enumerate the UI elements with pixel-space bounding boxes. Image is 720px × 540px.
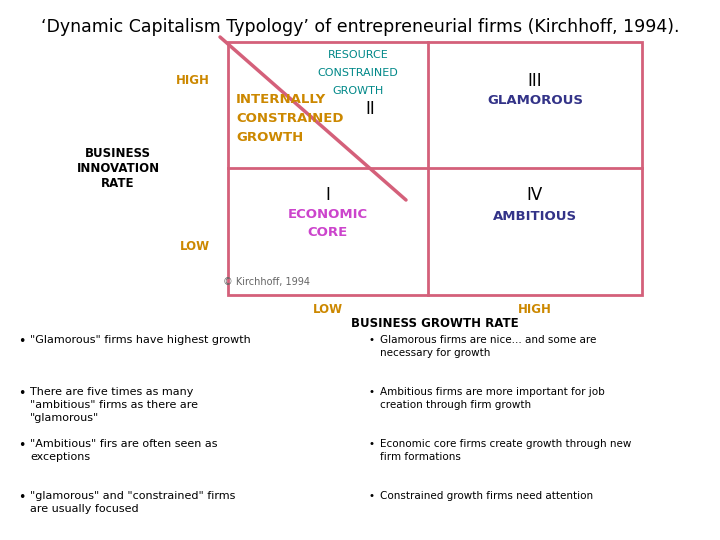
- Text: AMBITIOUS: AMBITIOUS: [493, 210, 577, 223]
- Text: •: •: [18, 387, 25, 400]
- Bar: [228, 42, 642, 295]
- Text: •: •: [368, 439, 374, 449]
- Text: RESOURCE: RESOURCE: [328, 50, 388, 60]
- Text: III: III: [528, 72, 542, 90]
- Text: ECONOMIC
CORE: ECONOMIC CORE: [288, 208, 368, 239]
- Text: LOW: LOW: [313, 303, 343, 316]
- Text: GLAMOROUS: GLAMOROUS: [487, 94, 583, 107]
- Text: BUSINESS GROWTH RATE: BUSINESS GROWTH RATE: [351, 317, 519, 330]
- Text: INTERNALLY
CONSTRAINED
GROWTH: INTERNALLY CONSTRAINED GROWTH: [236, 93, 343, 144]
- Text: I: I: [325, 186, 330, 204]
- Text: •: •: [368, 491, 374, 501]
- Text: •: •: [368, 387, 374, 397]
- Text: ‘Dynamic Capitalism Typology’ of entrepreneurial firms (Kirchhoff, 1994).: ‘Dynamic Capitalism Typology’ of entrepr…: [41, 18, 679, 36]
- Text: Glamorous firms are nice... and some are
necessary for growth: Glamorous firms are nice... and some are…: [380, 335, 596, 358]
- Text: Constrained growth firms need attention: Constrained growth firms need attention: [380, 491, 593, 501]
- Text: "glamorous" and "constrained" firms
are usually focused: "glamorous" and "constrained" firms are …: [30, 491, 235, 514]
- Text: •: •: [18, 491, 25, 504]
- Text: BUSINESS
INNOVATION
RATE: BUSINESS INNOVATION RATE: [76, 147, 160, 190]
- Text: "Ambitious" firs are often seen as
exceptions: "Ambitious" firs are often seen as excep…: [30, 439, 217, 462]
- Text: HIGH: HIGH: [518, 303, 552, 316]
- Text: •: •: [18, 335, 25, 348]
- Text: LOW: LOW: [180, 240, 210, 253]
- Text: Economic core firms create growth through new
firm formations: Economic core firms create growth throug…: [380, 439, 631, 462]
- Text: "Glamorous" firms have highest growth: "Glamorous" firms have highest growth: [30, 335, 251, 345]
- Text: Ambitious firms are more important for job
creation through firm growth: Ambitious firms are more important for j…: [380, 387, 605, 410]
- Text: There are five times as many
"ambitious" firms as there are
"glamorous": There are five times as many "ambitious"…: [30, 387, 198, 423]
- Text: •: •: [18, 439, 25, 452]
- Text: CONSTRAINED: CONSTRAINED: [318, 68, 398, 78]
- Text: •: •: [368, 335, 374, 345]
- Text: II: II: [365, 100, 375, 118]
- Text: © Kirchhoff, 1994: © Kirchhoff, 1994: [223, 277, 310, 287]
- Text: HIGH: HIGH: [176, 73, 210, 86]
- Text: IV: IV: [527, 186, 543, 204]
- Text: GROWTH: GROWTH: [333, 86, 384, 96]
